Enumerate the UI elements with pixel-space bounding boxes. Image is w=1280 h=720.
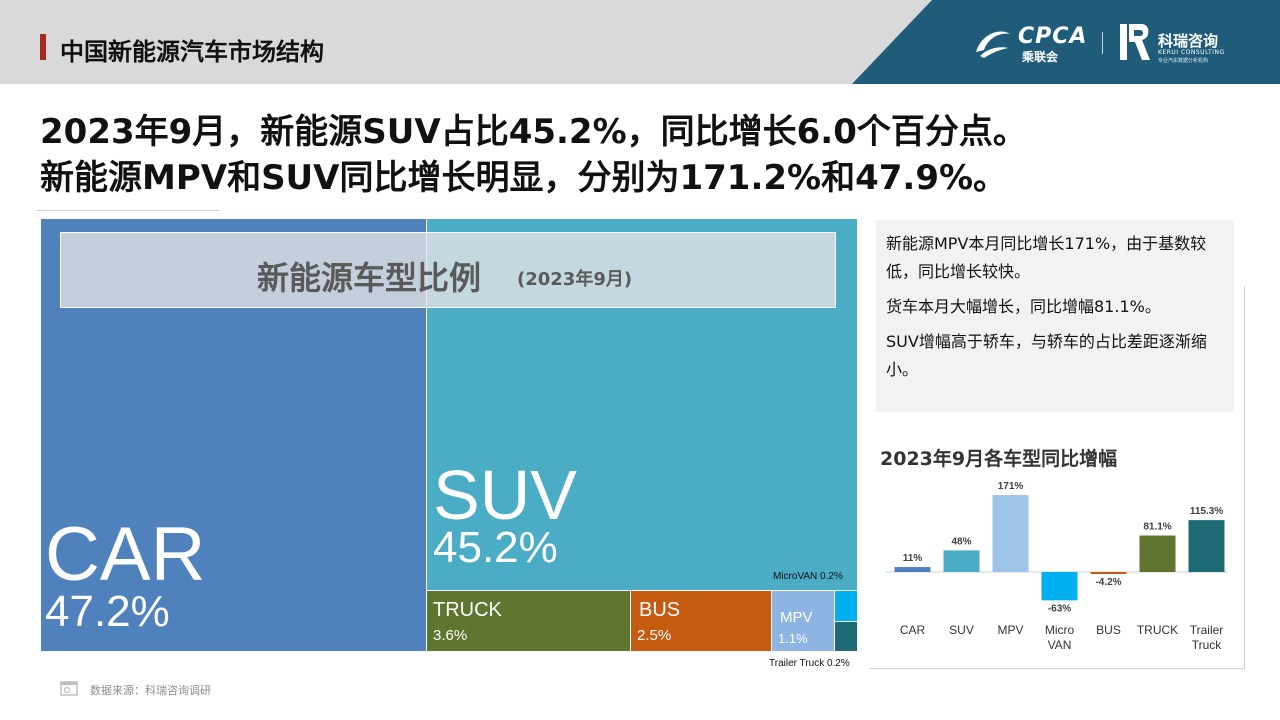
- treemap-tile-truck: TRUCK 3.6%: [426, 590, 631, 652]
- right-frame-line-vertical: [1244, 286, 1245, 668]
- bar-suv: [943, 550, 980, 572]
- tile-car-share: 47.2%: [45, 587, 170, 636]
- bar-value-label: 81.1%: [1143, 522, 1171, 533]
- kerui-logo-tagline: 专业汽车数据分析机构: [1158, 58, 1209, 64]
- trailer-truck-share-label: Trailer Truck 0.2%: [769, 658, 850, 669]
- treemap-chart: CAR 47.2% SUV 45.2% TRUCK 3.6% BUS 2.5% …: [36, 210, 858, 669]
- bar-value-label: 48%: [951, 536, 971, 547]
- kerui-logo-en: KERUI CONSULTING: [1158, 49, 1225, 56]
- bar-category-label: CAR: [900, 623, 926, 637]
- header-logo-band: [852, 0, 1280, 84]
- bar-micro-van: [1041, 572, 1078, 601]
- bar-category-label: TRUCK: [1137, 623, 1178, 637]
- cpca-logo-cn: 乘联会: [1022, 50, 1059, 64]
- bar-value-label: 115.3%: [1190, 506, 1223, 517]
- kerui-logo: 科瑞咨询 KERUI CONSULTING 专业汽车数据分析机构: [1118, 22, 1228, 66]
- microvan-share-label: MicroVAN 0.2%: [773, 571, 843, 582]
- bar-category-label: Truck: [1192, 638, 1223, 652]
- tile-suv-name: SUV: [433, 456, 577, 534]
- data-source-icon: [60, 681, 78, 696]
- tile-mpv-share: 1.1%: [778, 631, 808, 646]
- cpca-logo: CPCA 乘联会: [970, 22, 1090, 66]
- tile-suv-share: 45.2%: [433, 523, 558, 572]
- title-accent-bar: [40, 34, 46, 60]
- bar-chart-title: 2023年9月各车型同比增幅: [880, 448, 1118, 470]
- tile-truck-name: TRUCK: [433, 599, 502, 621]
- bar-trailer-truck: [1188, 520, 1225, 572]
- bar-category-label: BUS: [1096, 623, 1121, 637]
- cpca-swirl-icon: [976, 31, 1010, 58]
- note-mpv: 新能源MPV本月同比增长171%，由于基数较低，同比增长较快。: [886, 234, 1207, 281]
- bar-value-label: 11%: [903, 553, 923, 564]
- treemap-tile-mpv: MPV 1.1%: [771, 590, 835, 652]
- bar-category-label: SUV: [949, 623, 974, 637]
- bar-category-label: Trailer: [1190, 623, 1224, 637]
- headline-line-2: 新能源MPV和SUV同比增长明显，分别为171.2%和47.9%。: [40, 158, 1008, 198]
- bar-category-label: Micro: [1045, 623, 1075, 637]
- treemap-tile-microvan: [834, 590, 858, 622]
- treemap-frame-line: [36, 210, 220, 211]
- page-title: 中国新能源汽车市场结构: [60, 38, 324, 66]
- treemap-title: 新能源车型比例: [257, 259, 482, 297]
- note-truck: 货车本月大幅增长，同比增幅81.1%。: [886, 297, 1161, 316]
- kerui-logo-cn: 科瑞咨询: [1158, 32, 1219, 50]
- right-frame-line-horizontal: [870, 668, 1245, 669]
- treemap-title-box: 新能源车型比例 (2023年9月): [60, 232, 836, 308]
- kerui-k-icon: [1120, 24, 1150, 60]
- tile-car-name: CAR: [45, 512, 206, 597]
- bar-value-label: -63%: [1048, 603, 1071, 614]
- bar-mpv: [992, 495, 1029, 572]
- tile-bus-name: BUS: [639, 599, 681, 621]
- bar-car: [894, 567, 931, 572]
- header-bar: 中国新能源汽车市场结构 CPCA 乘联会 科瑞咨询 KERUI CONSULTI…: [0, 0, 1280, 84]
- bar-bus: [1090, 572, 1127, 574]
- treemap-tile-bus: BUS 2.5%: [630, 590, 772, 652]
- tile-mpv-name: MPV: [780, 609, 813, 626]
- data-source-text: 数据来源：科瑞咨询调研: [90, 684, 211, 697]
- bar-value-label: 171%: [998, 481, 1024, 492]
- bar-value-label: -4.2%: [1095, 577, 1121, 588]
- cpca-logo-text: CPCA: [1018, 24, 1088, 49]
- notes-panel: 新能源MPV本月同比增长171%，由于基数较低，同比增长较快。 货车本月大幅增长…: [876, 220, 1234, 412]
- bar-truck: [1139, 535, 1176, 572]
- treemap-subtitle: (2023年9月): [517, 269, 633, 290]
- headline-line-1: 2023年9月，新能源SUV占比45.2%，同比增长6.0个百分点。: [40, 112, 1027, 152]
- tile-bus-share: 2.5%: [637, 627, 672, 644]
- logo-separator: [1102, 32, 1103, 54]
- note-suv: SUV增幅高于轿车，与轿车的占比差距逐渐缩小。: [886, 332, 1207, 379]
- bar-category-label: MPV: [997, 623, 1023, 637]
- tile-truck-share: 3.6%: [433, 627, 468, 644]
- treemap-tile-trailer-truck: [834, 621, 858, 652]
- bar-chart: 11% CAR 48% SUV 171% MPV -63% MicroVAN -4.2% BUS 8…: [886, 481, 1228, 652]
- bar-category-label: VAN: [1048, 638, 1072, 652]
